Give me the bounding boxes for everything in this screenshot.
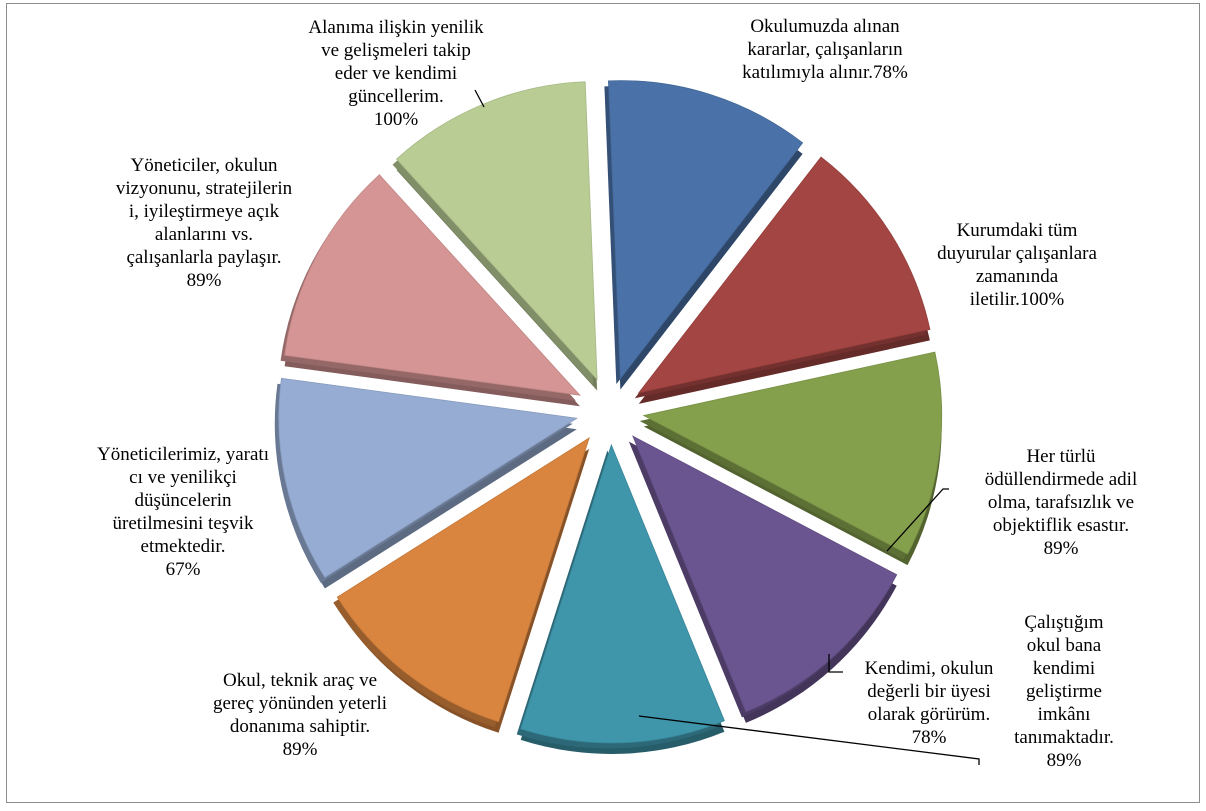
slice-label-line: olma, tarafsızlık ve (988, 492, 1134, 513)
slice-label-line: Yöneticiler, okulun (131, 155, 278, 176)
slice-label-line: 67% (166, 559, 201, 580)
slice-label-line: ödüllendirmede adil (985, 469, 1137, 490)
slice-label-line: Kurumdaki tüm (957, 220, 1078, 241)
slice-label-line: cı ve yenilikçi (129, 467, 237, 488)
slice-label-line: alanlarını vs. (155, 224, 253, 245)
slice-label-line: katılımıyla alınır.78% (742, 62, 908, 83)
slice-label-5: Çalıştığım okul bana kendimi geliştirme imkâ… (1014, 612, 1114, 771)
slice-label-line: Okulumuzda alınan (750, 16, 900, 37)
label-layer: Okulumuzda alınan kararlar, çalışanların k… (97, 16, 1137, 771)
slice-label-line: objektiflik esastır. (993, 515, 1129, 536)
slice-label-line: Kendimi, okulun (865, 658, 994, 679)
slice-label-9: Alanıma ilişkin yenilik ve gelişmeleri ta… (308, 17, 484, 130)
slice-7[interactable] (278, 377, 578, 578)
slice-label-line: Alanıma ilişkin yenilik (308, 17, 484, 38)
slice-label-line: güncellerim. (348, 86, 444, 107)
slice-label-line: zamanında (976, 266, 1059, 287)
slice-label-line: eder ve kendimi (335, 63, 457, 84)
slice-label-line: etmektedir. (141, 536, 226, 557)
slice-label-8: Yöneticiler, okulun vizyonunu, stratejile… (116, 155, 293, 291)
slice-label-line: 89% (283, 739, 318, 760)
slice-label-4: Kendimi, okulun değerli bir üyesi olarak g… (865, 658, 994, 748)
slice-label-1: Okulumuzda alınan kararlar, çalışanların k… (742, 16, 908, 83)
slice-label-line: 89% (1047, 750, 1082, 771)
slice-label-line: Okul, teknik araç ve (223, 670, 377, 691)
slice-label-3: Her türlü ödüllendirmede adil olma, tarafs… (985, 446, 1137, 559)
slice-label-line: olarak görürüm. (868, 704, 990, 725)
slice-5[interactable] (520, 443, 725, 744)
slice-label-line: düşüncelerin (134, 490, 232, 511)
slice-3[interactable] (642, 351, 943, 555)
chart-frame: Okulumuzda alınan kararlar, çalışanların k… (6, 3, 1200, 803)
slice-8[interactable] (284, 174, 581, 396)
slice-label-line: değerli bir üyesi (867, 681, 990, 702)
slice-label-line: 89% (1044, 538, 1079, 559)
slice-label-line: ve gelişmeleri takip (321, 40, 471, 61)
slice-label-line: donanıma sahiptir. (230, 716, 370, 737)
slice-label-line: 100% (374, 109, 419, 130)
slice-label-line: üretilmesini teşvik (113, 513, 254, 534)
pie-chart: Okulumuzda alınan kararlar, çalışanların k… (97, 16, 1137, 771)
slice-4[interactable] (632, 435, 898, 713)
slice-layer (278, 80, 943, 744)
slice-label-line: i, iyileştirmeye açık (129, 201, 280, 222)
slice-label-line: kararlar, çalışanların (747, 39, 903, 60)
slice-label-line: iletilir.100% (970, 289, 1065, 310)
slice-label-line: 78% (912, 727, 947, 748)
slice-label-line: Yöneticilerimiz, yaratı (97, 444, 269, 465)
slice-label-line: Her türlü (1026, 446, 1096, 467)
slice-6[interactable] (336, 436, 590, 723)
leader-line-9 (474, 89, 485, 108)
slice-label-2: Kurumdaki tüm duyurular çalışanlara zamanı… (937, 220, 1097, 310)
slice-label-6: Okul, teknik araç ve gereç yönünden yeter… (213, 670, 387, 760)
slice-label-line: Çalıştığım (1024, 612, 1103, 633)
slice-label-line: duyurular çalışanlara (937, 243, 1097, 264)
slice-label-line: imkânı (1038, 704, 1091, 725)
slice-label-line: tanımaktadır. (1014, 727, 1114, 748)
slice-label-line: 89% (187, 270, 222, 291)
slice-1[interactable] (608, 80, 804, 380)
slice-2[interactable] (637, 156, 931, 394)
slice-label-line: gereç yönünden yeterli (213, 693, 387, 714)
slice-9[interactable] (396, 81, 598, 381)
slice-label-line: kendimi (1033, 658, 1095, 679)
slice-label-7: Yöneticilerimiz, yaratı cı ve yenilikçi dü… (97, 444, 269, 580)
slice-label-line: geliştirme (1026, 681, 1102, 702)
slice-label-line: çalışanlarla paylaşır. (126, 247, 281, 268)
leader-line-3 (886, 488, 949, 552)
slice-label-line: okul bana (1027, 635, 1102, 656)
leader-line-4 (828, 654, 843, 673)
leader-line-5 (638, 715, 980, 765)
slice-label-line: vizyonunu, stratejilerin (116, 178, 293, 199)
